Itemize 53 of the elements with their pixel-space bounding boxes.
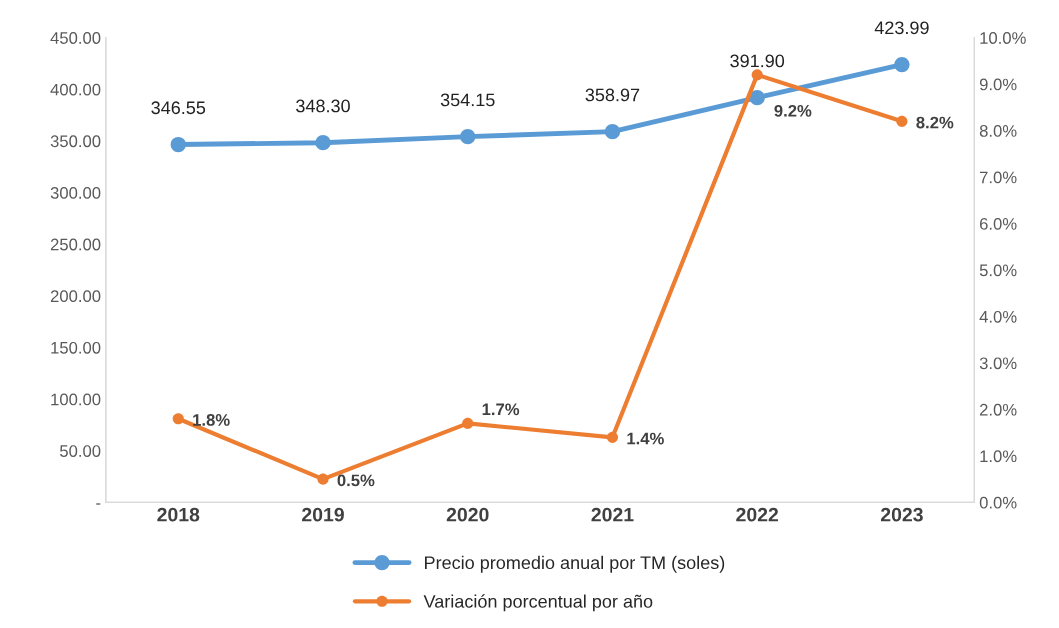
point: [894, 56, 910, 73]
data-label: 9.2%: [774, 104, 812, 117]
data-label: 0.5%: [337, 474, 375, 487]
point: [170, 136, 186, 153]
x-tick-label: 2020: [446, 507, 489, 522]
x-tick-label: 2018: [157, 507, 200, 522]
data-label: 391.90: [730, 54, 785, 68]
point: [460, 129, 476, 145]
x-tick-label: 2021: [591, 507, 634, 522]
y-tick-label: 300.00: [50, 186, 101, 199]
data-label: 8.2%: [916, 116, 954, 129]
point: [606, 431, 619, 443]
point: [172, 413, 184, 425]
y-tick-label: 50.00: [60, 445, 101, 457]
y-tick-label: 400.00: [50, 83, 101, 96]
y2-tick-label: 3.0%: [979, 357, 1017, 370]
data-label: 348.30: [296, 99, 350, 113]
x-tick-label: 2019: [302, 507, 344, 522]
data-label: 423.99: [874, 21, 929, 35]
point: [315, 135, 331, 151]
data-label: 1.7%: [482, 403, 520, 416]
y2-tick-label: 0.0%: [979, 496, 1017, 509]
y-tick-label: 100.00: [51, 393, 101, 406]
point: [896, 115, 908, 127]
y2-tick-label: 5.0%: [979, 264, 1017, 277]
y-tick-label: 150.00: [51, 341, 101, 354]
x-tick-label: 2023: [880, 507, 923, 522]
y2-tick-label: 4.0%: [979, 310, 1017, 323]
data-label: 1.4%: [627, 432, 664, 445]
data-label: 1.8%: [193, 414, 230, 426]
x-tick-label: 2022: [736, 507, 779, 522]
data-label: 346.55: [151, 101, 206, 115]
data-label: 358.97: [585, 88, 640, 102]
point: [462, 417, 474, 429]
y-tick-label: 250.00: [50, 238, 101, 251]
y2-tick-label: 9.0%: [979, 78, 1017, 91]
y-tick-label: 350.00: [50, 135, 101, 148]
y2-tick-label: 2.0%: [979, 403, 1017, 416]
y2-tick-label: 8.0%: [979, 125, 1017, 137]
point: [751, 69, 763, 81]
y2-tick-label: 1.0%: [980, 450, 1017, 463]
point: [604, 124, 621, 140]
data-label: 354.15: [440, 93, 495, 107]
point: [749, 90, 765, 106]
y-tick-label: -: [96, 503, 101, 505]
legend-label: Variación porcentual por año: [423, 594, 653, 612]
point: [317, 473, 329, 485]
y2-tick-label: 6.0%: [979, 217, 1017, 230]
legend-label: Precio promedio anual por TM (soles): [425, 555, 725, 573]
y2-tick-label: 7.0%: [980, 171, 1017, 184]
y2-tick-label: 10.0%: [980, 32, 1026, 44]
y-tick-label: 200.00: [50, 290, 101, 303]
y-tick-label: 450.00: [50, 32, 101, 44]
